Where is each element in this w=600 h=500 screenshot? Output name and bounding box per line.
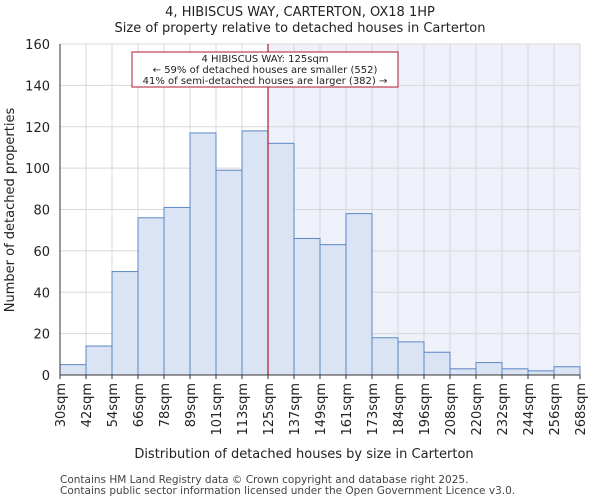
y-tick-label: 160 xyxy=(25,38,50,53)
histogram-bar xyxy=(215,169,243,376)
y-tick-label: 80 xyxy=(33,204,50,219)
histogram-bar xyxy=(423,351,451,376)
histogram-bar xyxy=(475,362,503,376)
x-tick-label: 244sqm xyxy=(522,383,537,436)
chart-title: 4, HIBISCUS WAY, CARTERTON, OX18 1HP xyxy=(165,5,435,20)
x-tick-label: 66sqm xyxy=(132,383,147,427)
x-tick-label: 54sqm xyxy=(106,383,121,427)
x-tick-label: 113sqm xyxy=(236,383,251,436)
histogram-bar xyxy=(189,132,217,376)
x-tick-label: 196sqm xyxy=(418,383,433,436)
histogram-bar xyxy=(137,217,165,376)
annotation-box: 4 HIBISCUS WAY: 125sqm ← 59% of detached… xyxy=(131,51,399,88)
histogram-bar xyxy=(371,337,399,376)
x-axis-label: Distribution of detached houses by size … xyxy=(134,447,473,462)
histogram-bar xyxy=(527,370,555,376)
x-tick-label: 30sqm xyxy=(54,383,69,427)
y-tick-label: 0 xyxy=(42,369,50,384)
histogram-bar xyxy=(345,213,373,376)
x-tick-label: 184sqm xyxy=(392,383,407,436)
histogram-bar xyxy=(501,368,529,376)
histogram-bar xyxy=(449,368,477,376)
x-tick-label: 268sqm xyxy=(574,383,589,436)
x-tick-label: 101sqm xyxy=(210,383,225,436)
y-tick-label: 40 xyxy=(33,286,50,301)
histogram-bar xyxy=(163,206,191,376)
x-tick-label: 78sqm xyxy=(158,383,173,427)
histogram-bar xyxy=(319,244,347,376)
annotation-line-3: 41% of semi-detached houses are larger (… xyxy=(143,76,388,87)
y-tick-label: 140 xyxy=(25,79,50,94)
annotation-frame xyxy=(131,51,399,88)
annotation-line-2: ← 59% of detached houses are smaller (55… xyxy=(153,65,378,76)
x-tick-label: 125sqm xyxy=(262,383,277,436)
y-tick-label: 60 xyxy=(33,245,50,260)
histogram-bar xyxy=(241,130,269,376)
x-tick-label: 42sqm xyxy=(80,383,95,427)
footer-line-2: Contains public sector information licen… xyxy=(60,485,515,497)
histogram-bar xyxy=(293,237,321,376)
x-tick-label: 173sqm xyxy=(366,383,381,436)
histogram-bar xyxy=(85,345,113,376)
chart-subtitle: Size of property relative to detached ho… xyxy=(115,21,486,36)
x-tick-label: 208sqm xyxy=(444,383,459,436)
x-tick-label: 89sqm xyxy=(184,383,199,427)
histogram-bar xyxy=(553,366,581,376)
footer-line-1: Contains HM Land Registry data © Crown c… xyxy=(60,474,468,486)
x-tick-label: 232sqm xyxy=(496,383,511,436)
y-axis-label: Number of detached properties xyxy=(3,108,18,313)
y-tick-label: 100 xyxy=(25,162,50,177)
y-tick-label: 20 xyxy=(33,328,50,343)
x-tick-label: 220sqm xyxy=(470,383,485,436)
histogram-bar xyxy=(111,271,139,376)
annotation-line-1: 4 HIBISCUS WAY: 125sqm xyxy=(201,54,328,65)
histogram-bar xyxy=(267,142,295,376)
histogram-bar xyxy=(397,341,425,376)
x-tick-label: 161sqm xyxy=(340,383,355,436)
x-tick-label: 256sqm xyxy=(548,383,563,436)
histogram-bar xyxy=(59,364,87,376)
y-tick-label: 120 xyxy=(25,121,50,136)
x-tick-label: 137sqm xyxy=(288,383,303,436)
x-tick-label: 149sqm xyxy=(314,383,329,436)
